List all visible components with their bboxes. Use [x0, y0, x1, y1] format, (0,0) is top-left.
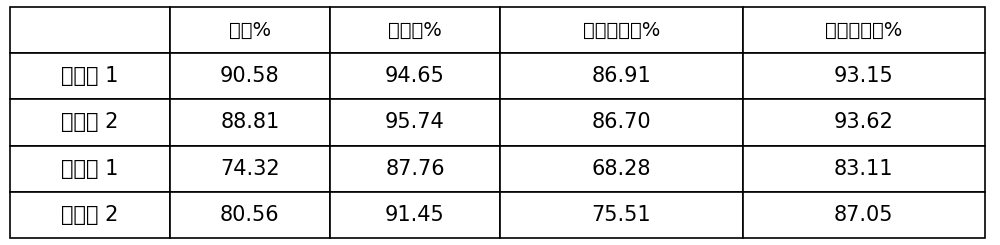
- Bar: [500, 53, 743, 99]
- Bar: [743, 99, 985, 146]
- Bar: [170, 146, 330, 192]
- Bar: [10, 146, 170, 192]
- Text: 75.51: 75.51: [591, 205, 651, 225]
- Bar: [743, 146, 985, 192]
- Text: 93.15: 93.15: [834, 66, 894, 86]
- Bar: [170, 99, 330, 146]
- Bar: [170, 53, 330, 99]
- Bar: [743, 7, 985, 53]
- Bar: [170, 7, 330, 53]
- Text: 80.56: 80.56: [220, 205, 280, 225]
- Bar: [330, 53, 500, 99]
- Bar: [500, 146, 743, 192]
- Bar: [10, 99, 170, 146]
- Text: 87.05: 87.05: [834, 205, 894, 225]
- Text: 95.74: 95.74: [385, 112, 445, 133]
- Text: 对比例 1: 对比例 1: [61, 159, 119, 179]
- Text: 87.76: 87.76: [385, 159, 445, 179]
- Text: 88.81: 88.81: [220, 112, 280, 133]
- Text: 化率%: 化率%: [229, 21, 271, 40]
- Text: 实施例 2: 实施例 2: [61, 112, 119, 133]
- Text: 86.70: 86.70: [591, 112, 651, 133]
- Bar: [10, 192, 170, 238]
- Text: 乙烯选择性%: 乙烯选择性%: [825, 21, 902, 40]
- Text: 68.28: 68.28: [592, 159, 651, 179]
- Text: 74.32: 74.32: [220, 159, 280, 179]
- Bar: [170, 192, 330, 238]
- Text: 对比例 2: 对比例 2: [61, 205, 119, 225]
- Text: 93.62: 93.62: [834, 112, 894, 133]
- Bar: [500, 99, 743, 146]
- Text: 86.91: 86.91: [591, 66, 651, 86]
- Bar: [743, 192, 985, 238]
- Text: 83.11: 83.11: [834, 159, 894, 179]
- Bar: [330, 146, 500, 192]
- Bar: [330, 192, 500, 238]
- Text: 选择性%: 选择性%: [388, 21, 442, 40]
- Bar: [330, 7, 500, 53]
- Bar: [743, 53, 985, 99]
- Text: 94.65: 94.65: [385, 66, 445, 86]
- Bar: [10, 7, 170, 53]
- Text: 90.58: 90.58: [220, 66, 280, 86]
- Bar: [500, 192, 743, 238]
- Bar: [330, 99, 500, 146]
- Text: 91.45: 91.45: [385, 205, 445, 225]
- Text: 乙憊转化率%: 乙憊转化率%: [583, 21, 660, 40]
- Text: 实施例 1: 实施例 1: [61, 66, 119, 86]
- Bar: [500, 7, 743, 53]
- Bar: [10, 53, 170, 99]
